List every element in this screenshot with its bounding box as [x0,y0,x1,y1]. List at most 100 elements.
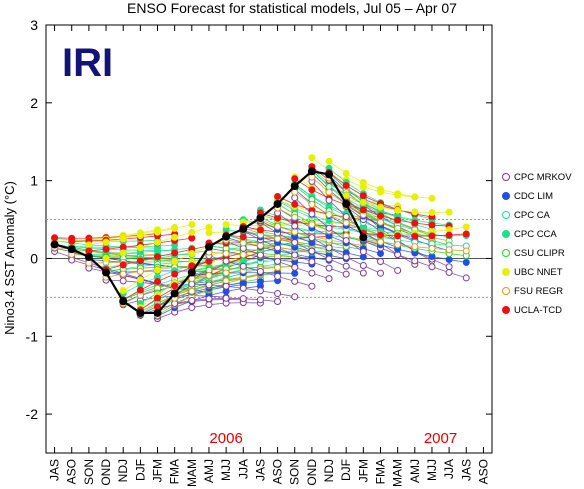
forecast-point [291,213,299,221]
forecast-point [462,247,470,255]
forecast-point [222,221,230,229]
forecast-point [119,249,127,257]
forecast-point [119,243,127,251]
x-tick-label: FMA [374,459,388,484]
forecast-point [85,241,93,249]
forecast-point [274,298,282,306]
x-tick-label: ASO [271,459,285,484]
observed-point [102,268,111,277]
forecast-point [342,192,350,200]
forecast-cpc-mrkov [188,280,299,301]
forecast-point [85,259,93,267]
observed-point [204,242,213,251]
forecast-point [462,223,470,231]
forecast-point [342,253,350,261]
forecast-point [256,226,264,234]
forecast-point [445,268,453,276]
legend-label: CPC CCA [514,229,557,240]
x-tick-label: JAS [253,459,267,481]
forecast-point [342,262,350,270]
forecast-ucla-tcd [342,198,453,230]
forecast-point [205,301,213,309]
forecast-point [445,263,453,271]
x-tick-label: MJJ [425,459,439,481]
forecast-point [308,154,316,162]
forecast-point [102,245,110,253]
forecast-point [325,224,333,232]
observed-point [290,182,299,191]
forecast-point [342,270,350,278]
legend-label: CPC CA [514,210,550,221]
forecast-point [239,295,247,303]
observed-point [342,199,351,208]
forecast-point [222,282,230,290]
forecast-point [325,157,333,165]
forecast-point [394,266,402,274]
x-tick-label: NDJ [116,459,130,482]
forecast-point [359,179,367,187]
forecast-point [136,276,144,284]
forecast-point [68,237,76,245]
forecast-point [308,210,316,218]
forecast-point [256,242,264,250]
observed-point [325,170,334,179]
forecast-point [394,206,402,214]
forecast-point [308,234,316,242]
x-tick-label: JJA [236,459,250,479]
forecast-point [239,239,247,247]
forecast-point [274,257,282,265]
observed-point [153,308,162,317]
forecast-point [291,200,299,208]
forecast-point [256,287,264,295]
forecast-point [102,255,110,263]
y-tick-label: -2 [26,406,39,422]
y-axis-label: Nino3.4 SST Anomaly (°C) [2,181,17,335]
forecast-point [119,261,127,269]
forecast-point [291,228,299,236]
legend-label: UCLA-TCD [514,305,563,316]
legend-item: CPC MRKOV [498,168,584,187]
legend-item: CDC LIM [498,187,584,206]
forecast-cpc-mrkov [171,294,282,308]
forecast-point [136,286,144,294]
forecast-point [308,269,316,277]
iri-logo: IRI [62,41,113,85]
x-tick-label: NDJ [322,459,336,482]
forecast-ubc-nnet [342,192,453,216]
forecast-point [308,247,316,255]
forecast-point [188,287,196,295]
forecast-point [359,192,367,200]
chart-title: ENSO Forecast for statistical models, Ju… [127,0,457,16]
forecast-point [154,238,161,246]
forecast-point [291,269,299,277]
forecast-point [119,287,127,295]
forecast-point [411,219,419,227]
forecast-point [154,253,161,261]
forecast-point [119,235,127,243]
forecast-point [256,267,264,275]
legend-marker [502,286,510,295]
x-tick-label: AMJ [408,459,422,483]
forecast-point [411,257,419,265]
legend-label: CPC MRKOV [514,172,572,183]
forecast-point [222,294,230,302]
forecast-point [428,232,436,240]
forecast-point [377,185,384,193]
forecast-point [291,194,299,202]
forecast-point [239,251,247,259]
observed-point [239,224,248,233]
forecast-point [274,222,282,230]
forecast-point [308,221,316,229]
forecast-point [222,257,230,265]
forecast-point [205,229,213,237]
forecast-cpc-mrkov [274,209,384,277]
forecast-point [411,208,419,216]
forecast-point [325,188,333,196]
forecast-point [308,200,316,208]
forecast-point [308,282,316,290]
forecast-point [171,282,179,290]
forecast-point [136,267,144,275]
legend-label: CSU CLIPR [514,248,565,259]
observed-point [50,240,59,249]
y-tick-label: 1 [30,173,38,189]
